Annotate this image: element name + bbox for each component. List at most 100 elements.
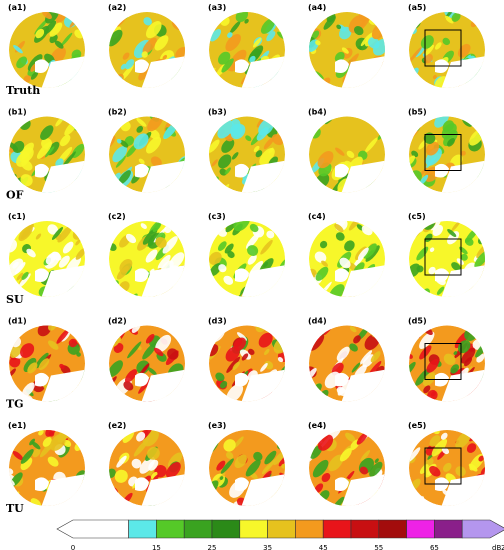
echo xyxy=(411,150,419,158)
no-echo xyxy=(135,477,149,491)
echo xyxy=(147,446,160,460)
echo xyxy=(379,386,385,393)
echo xyxy=(363,243,377,259)
echo xyxy=(476,243,485,259)
echo xyxy=(116,138,122,144)
echo xyxy=(20,457,33,471)
radar-image xyxy=(209,116,285,193)
echo xyxy=(9,221,18,234)
echo xyxy=(215,372,225,382)
echo xyxy=(369,461,383,477)
no-echo xyxy=(335,372,349,387)
colorbar-unit: dBZ xyxy=(492,544,504,550)
echo xyxy=(116,15,122,21)
echo xyxy=(71,49,82,60)
echo xyxy=(321,472,331,483)
echo xyxy=(334,223,344,233)
colorbar-segment xyxy=(183,519,213,539)
row-label: OF xyxy=(6,189,24,202)
echo xyxy=(411,16,419,23)
echo xyxy=(109,285,115,296)
echo xyxy=(217,120,234,139)
echo xyxy=(171,80,179,88)
colorbar-segment xyxy=(211,519,241,539)
echo xyxy=(409,46,422,63)
echo xyxy=(349,343,358,352)
echo xyxy=(209,251,222,265)
echo xyxy=(119,139,129,148)
echo xyxy=(59,363,65,370)
echo xyxy=(223,275,234,285)
echo xyxy=(409,361,416,376)
radar-image xyxy=(109,116,185,193)
echo xyxy=(218,154,232,169)
echo xyxy=(148,459,159,471)
echo xyxy=(468,463,478,472)
echo xyxy=(9,344,23,358)
echo xyxy=(9,468,14,475)
echo xyxy=(209,67,216,84)
echo xyxy=(115,291,122,297)
echo xyxy=(432,224,444,236)
echo xyxy=(440,432,448,440)
echo xyxy=(434,42,442,50)
echo xyxy=(48,430,55,437)
echo xyxy=(443,353,456,365)
panel-label: (e2) xyxy=(108,421,126,430)
echo xyxy=(142,227,158,245)
echo xyxy=(12,261,19,269)
echo xyxy=(425,141,440,156)
echo xyxy=(357,247,369,260)
echo xyxy=(133,439,149,457)
echo xyxy=(409,447,421,462)
echo xyxy=(162,54,168,60)
no-echo xyxy=(35,268,49,282)
echo xyxy=(429,247,435,253)
colorbar-segment xyxy=(434,519,463,539)
echo xyxy=(225,451,234,460)
radar-image xyxy=(9,221,85,297)
radar-image xyxy=(309,325,385,402)
echo xyxy=(415,368,431,386)
echo xyxy=(420,35,434,49)
echo xyxy=(211,391,218,399)
echo xyxy=(376,329,384,338)
echo xyxy=(133,133,149,150)
echo xyxy=(109,29,123,47)
echo xyxy=(221,138,235,153)
echo xyxy=(232,361,240,371)
panel-label: (c5) xyxy=(408,212,426,221)
echo xyxy=(45,253,56,265)
echo xyxy=(131,458,142,469)
echo xyxy=(150,156,162,167)
echo xyxy=(145,21,162,39)
echo xyxy=(138,158,145,165)
panel-label: (e5) xyxy=(408,421,426,430)
echo xyxy=(264,450,277,465)
echo xyxy=(40,125,54,140)
panel-label: (b2) xyxy=(108,108,127,117)
echo xyxy=(227,32,233,38)
echo xyxy=(367,37,380,49)
focus-box xyxy=(424,238,462,276)
echo xyxy=(62,241,74,254)
echo xyxy=(38,358,50,370)
echo xyxy=(72,12,85,22)
radar-image xyxy=(9,325,85,402)
echo xyxy=(375,325,382,331)
radar-image xyxy=(9,116,85,193)
echo xyxy=(177,118,185,132)
echo xyxy=(447,229,457,237)
echo xyxy=(154,465,167,478)
echo xyxy=(358,45,363,50)
echo xyxy=(460,150,466,156)
echo xyxy=(18,273,31,288)
echo xyxy=(167,348,179,360)
panel-label: (e4) xyxy=(308,421,326,430)
echo xyxy=(264,458,276,472)
radar-image xyxy=(109,325,185,402)
echo xyxy=(445,12,455,19)
echo xyxy=(377,325,385,335)
echo xyxy=(71,143,85,158)
echo xyxy=(277,357,284,363)
